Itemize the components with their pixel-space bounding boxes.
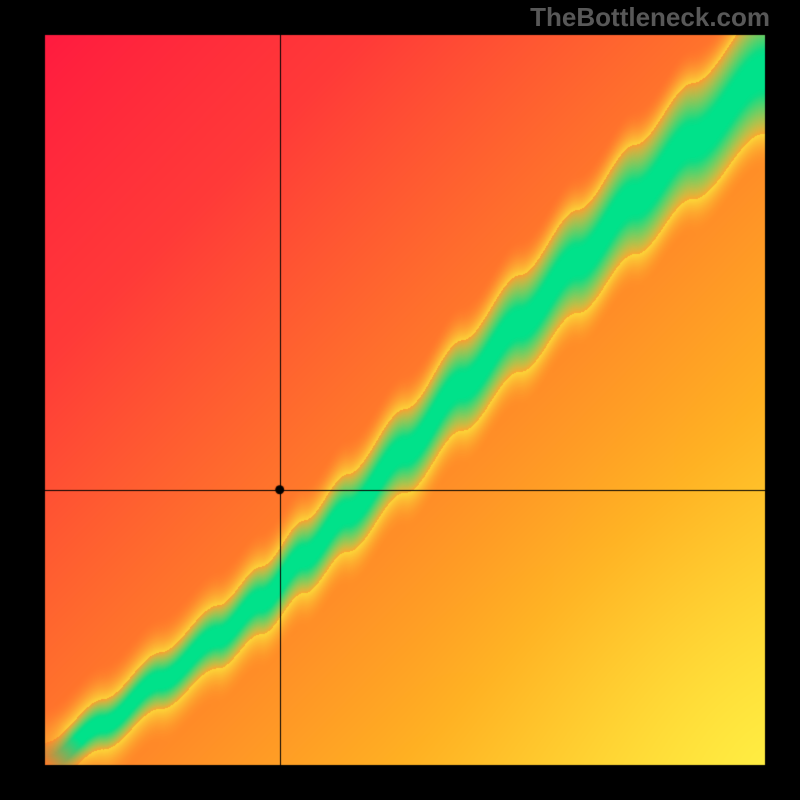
chart-root: TheBottleneck.com xyxy=(0,0,800,800)
watermark-text: TheBottleneck.com xyxy=(530,2,770,33)
heatmap-canvas xyxy=(0,0,800,800)
